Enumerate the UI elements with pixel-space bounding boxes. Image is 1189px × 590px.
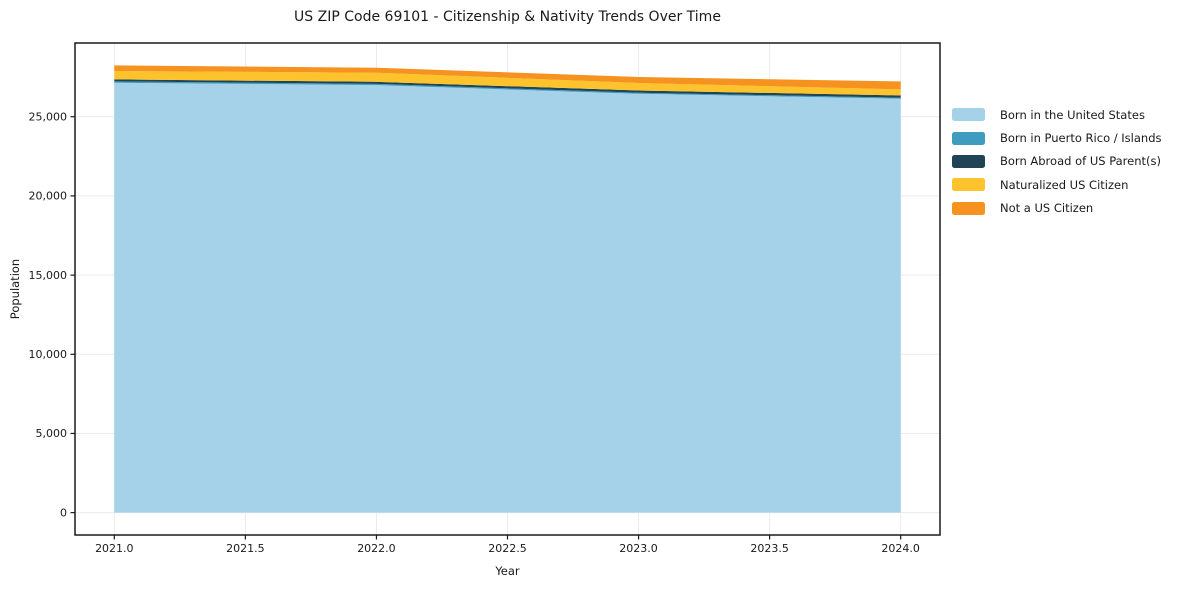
legend-item-not-a-us-citizen: Not a US Citizen — [952, 197, 1162, 220]
legend-label: Born in the United States — [1000, 107, 1145, 122]
legend-swatch — [952, 178, 985, 192]
legend-label: Naturalized US Citizen — [1000, 177, 1129, 192]
x-tick-label: 2022.0 — [357, 542, 396, 555]
legend-label: Born Abroad of US Parent(s) — [1000, 154, 1161, 169]
legend-swatch — [952, 201, 985, 215]
y-tick-label: 0 — [60, 506, 67, 519]
legend-item-born-abroad-of-us-parent-s: Born Abroad of US Parent(s) — [952, 150, 1162, 173]
x-tick-label: 2021.5 — [226, 542, 265, 555]
legend-label: Born in Puerto Rico / Islands — [1000, 131, 1162, 146]
x-axis-label: Year — [495, 564, 520, 578]
chart-title: US ZIP Code 69101 - Citizenship & Nativi… — [294, 9, 721, 25]
x-tick-label: 2023.0 — [619, 542, 658, 555]
legend-item-naturalized-us-citizen: Naturalized US Citizen — [952, 173, 1162, 196]
legend: Born in the United States Born in Puerto … — [952, 103, 1162, 220]
x-tick-label: 2023.5 — [750, 542, 789, 555]
legend-item-born-in-the-united-states: Born in the United States — [952, 103, 1162, 126]
legend-item-born-in-puerto-rico-islands: Born in Puerto Rico / Islands — [952, 126, 1162, 149]
y-tick-label: 15,000 — [29, 269, 68, 282]
area-born-abroad-of-us-parent-s — [114, 79, 901, 98]
legend-swatch — [952, 154, 985, 168]
y-tick-label: 25,000 — [29, 110, 68, 123]
legend-swatch — [952, 131, 985, 145]
y-tick-label: 10,000 — [29, 348, 68, 361]
y-tick-label: 5,000 — [36, 427, 68, 440]
area-naturalized-us-citizen — [114, 71, 901, 96]
x-tick-label: 2024.0 — [881, 542, 920, 555]
y-tick-label: 20,000 — [29, 190, 68, 203]
x-tick-label: 2022.5 — [488, 542, 527, 555]
x-tick-label: 2021.0 — [95, 542, 134, 555]
legend-swatch — [952, 108, 985, 122]
area-born-in-puerto-rico-islands — [114, 81, 901, 99]
legend-label: Not a US Citizen — [1000, 201, 1094, 216]
area-born-in-the-united-states — [114, 82, 901, 513]
y-axis-label: Population — [8, 258, 22, 320]
area-not-a-us-citizen — [114, 65, 901, 90]
